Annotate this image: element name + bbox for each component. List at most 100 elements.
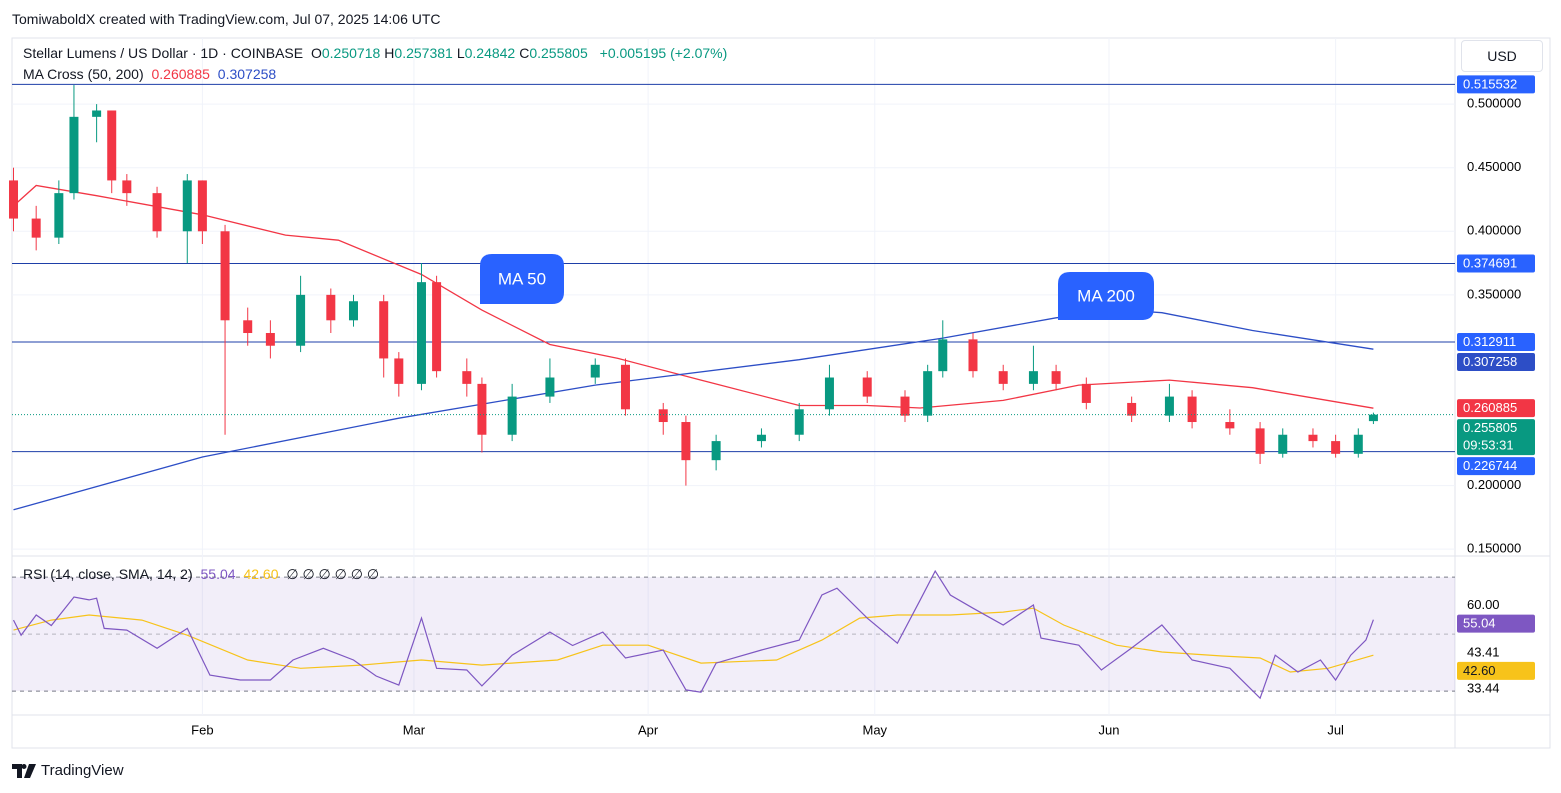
annotation-bubble bbox=[1058, 272, 1154, 320]
indicator: MA Cross (50, 200) bbox=[23, 66, 144, 82]
rsi-label-box bbox=[1457, 614, 1535, 633]
candle-body bbox=[711, 441, 721, 461]
candle-body bbox=[31, 218, 41, 238]
candle-body bbox=[296, 294, 306, 346]
candle-body bbox=[477, 383, 487, 435]
brand: TradingView bbox=[41, 762, 124, 779]
candle-body bbox=[1028, 371, 1038, 384]
ohlc-value: 0.257381 bbox=[394, 45, 453, 61]
candle-body bbox=[1225, 422, 1235, 429]
price-label-countdown: 09:53:31 bbox=[1463, 438, 1514, 453]
y-tick-label: 0.450000 bbox=[1467, 159, 1521, 174]
rsi-title: RSI (14, close, SMA, 14, 2) bbox=[23, 566, 193, 582]
level-label-box bbox=[1457, 75, 1535, 94]
level-label: 0.312911 bbox=[1463, 334, 1516, 349]
candle-body bbox=[152, 193, 162, 232]
x-tick-label: Mar bbox=[403, 722, 426, 737]
ma-label: 0.260885 bbox=[1463, 400, 1517, 415]
candle-body bbox=[54, 193, 64, 238]
ma-line bbox=[13, 184, 1374, 409]
rsi-line bbox=[12, 569, 1374, 700]
y-tick-label: 0.150000 bbox=[1467, 541, 1521, 556]
candle-body bbox=[326, 294, 336, 321]
rsi-line bbox=[13, 607, 1374, 673]
candle-body bbox=[265, 333, 275, 346]
candle-body bbox=[379, 301, 389, 359]
candle-body bbox=[220, 231, 230, 321]
ma-label: 0.307258 bbox=[1463, 354, 1517, 369]
candle-body bbox=[1353, 434, 1363, 454]
candle-body bbox=[432, 282, 442, 372]
ohlc-letter: C bbox=[519, 45, 530, 61]
candle-body bbox=[1187, 396, 1197, 423]
candle-body bbox=[243, 320, 253, 334]
candle-body bbox=[69, 116, 79, 194]
legend-ma: MA Cross (50, 200) 0.260885 0.307258 bbox=[23, 66, 280, 82]
candle-body bbox=[348, 301, 358, 321]
ohlc-value: 0.255805 bbox=[529, 45, 588, 61]
footer: TradingView bbox=[12, 762, 124, 779]
ohlc-letter: L bbox=[456, 45, 465, 61]
ohlc: O0.250718 H0.257381 L0.24842 C0.255805 bbox=[311, 45, 592, 61]
candle-body bbox=[620, 364, 630, 410]
candle-body bbox=[998, 371, 1008, 384]
y-tick-label: 0.500000 bbox=[1467, 96, 1521, 111]
y-tick-label: 0.350000 bbox=[1467, 286, 1521, 301]
candle-body bbox=[968, 339, 978, 372]
candle-body bbox=[1308, 434, 1318, 442]
y-tick-label: 0.400000 bbox=[1467, 223, 1521, 238]
level-label-box bbox=[1457, 254, 1535, 273]
price-label: 0.255805 bbox=[1463, 420, 1517, 435]
currency-button[interactable]: USD bbox=[1461, 40, 1543, 72]
ohlc-letter: H bbox=[384, 45, 395, 61]
x-tick-label: Apr bbox=[638, 722, 659, 737]
ma50-value: 0.260885 bbox=[151, 66, 210, 82]
candle-body bbox=[122, 180, 132, 194]
y-tick-label: 33.44 bbox=[1467, 680, 1500, 695]
candle-body bbox=[794, 409, 804, 435]
candle-body bbox=[938, 339, 948, 372]
candle-body bbox=[1127, 402, 1137, 416]
candle-body bbox=[923, 371, 933, 416]
annotation-text: MA 50 bbox=[498, 269, 546, 288]
candle-body bbox=[1081, 383, 1091, 403]
level-label-box bbox=[1457, 457, 1535, 476]
x-tick-label: Jul bbox=[1327, 722, 1344, 737]
candle-body bbox=[900, 396, 910, 416]
candle-body bbox=[1164, 396, 1174, 416]
rsi-label-box bbox=[1457, 661, 1535, 680]
candle-body bbox=[1255, 428, 1265, 454]
logo bbox=[12, 763, 36, 778]
ohlc-value: 0.24842 bbox=[464, 45, 516, 61]
rsi-value: 55.04 bbox=[200, 566, 236, 582]
candle-body bbox=[462, 371, 472, 384]
ma-label-box bbox=[1457, 353, 1535, 372]
candle-body bbox=[681, 422, 691, 461]
rsi-label: 55.04 bbox=[1463, 616, 1496, 631]
candle-body bbox=[92, 110, 102, 117]
level-label: 0.226744 bbox=[1463, 458, 1517, 473]
candle-body bbox=[590, 364, 600, 378]
candle-body bbox=[182, 180, 192, 232]
x-tick-label: May bbox=[862, 722, 887, 737]
candle-body bbox=[1368, 414, 1378, 422]
level-label: 0.515532 bbox=[1463, 76, 1517, 91]
price-label-box bbox=[1457, 419, 1535, 456]
candle-body bbox=[756, 434, 766, 442]
candle-body bbox=[1051, 371, 1061, 384]
candle-body bbox=[824, 377, 834, 410]
ma-label-box bbox=[1457, 399, 1535, 418]
candle-body bbox=[1331, 441, 1341, 454]
x-tick-label: Feb bbox=[191, 722, 213, 737]
frame bbox=[11, 37, 1551, 749]
candle-body bbox=[1278, 434, 1288, 454]
rsi-label: 42.60 bbox=[1463, 663, 1496, 678]
change: +0.005195 (+2.07%) bbox=[599, 45, 728, 61]
legend-rsi: RSI (14, close, SMA, 14, 2) 55.04 42.60 … bbox=[23, 566, 383, 583]
rsi-sma-value: 42.60 bbox=[243, 566, 279, 582]
ohlc-value: 0.250718 bbox=[321, 45, 381, 61]
annotation-bubble bbox=[480, 254, 564, 304]
y-tick-label: 0.200000 bbox=[1467, 477, 1521, 492]
